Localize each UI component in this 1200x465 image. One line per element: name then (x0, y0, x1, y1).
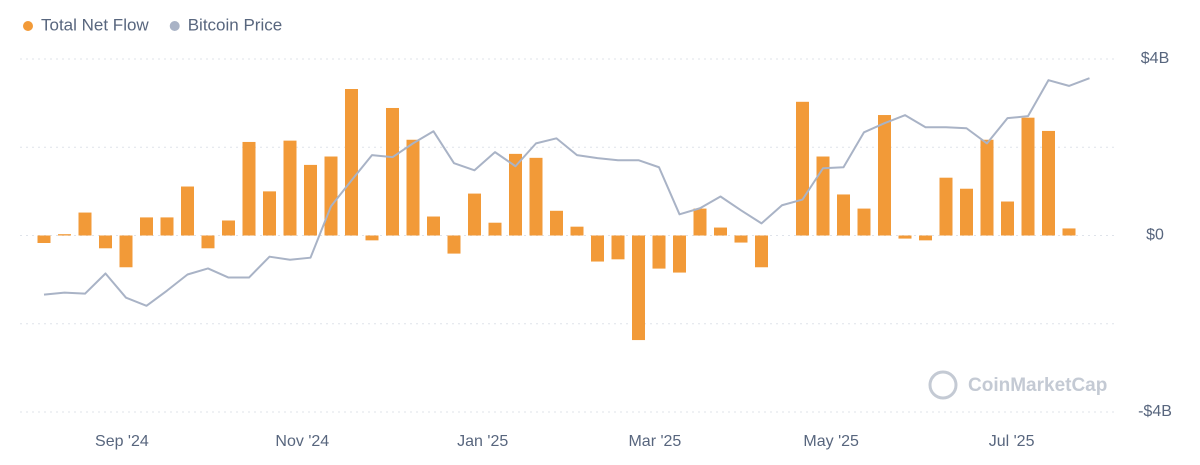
bar (693, 208, 707, 236)
legend-marker (23, 21, 33, 31)
bar (283, 140, 297, 236)
bar (140, 217, 153, 236)
bar (1062, 228, 1076, 236)
bar (714, 227, 727, 236)
bar (406, 139, 420, 236)
price-line (43, 77, 1090, 307)
bar (837, 194, 850, 236)
bar (160, 217, 174, 236)
bar (222, 220, 235, 236)
bar (960, 188, 973, 236)
x-tick-label: Nov '24 (275, 433, 329, 450)
bar (99, 235, 112, 249)
bar (181, 186, 194, 236)
bar (304, 164, 317, 236)
bar (796, 101, 809, 236)
bar (857, 208, 871, 236)
bar (980, 139, 994, 236)
legend-label: Bitcoin Price (188, 15, 282, 34)
bar (58, 234, 71, 236)
bar (550, 210, 563, 236)
watermark-text: CoinMarketCap (968, 375, 1107, 396)
bar (345, 89, 358, 236)
legend-label: Total Net Flow (41, 15, 149, 34)
legend-marker (169, 21, 180, 31)
bar (1001, 201, 1014, 236)
x-tick-label: Jan '25 (457, 433, 508, 450)
bar (878, 115, 891, 236)
bar (632, 235, 645, 341)
bar (509, 153, 522, 236)
bar (365, 235, 379, 241)
bar (1042, 130, 1055, 236)
bar (652, 235, 666, 269)
bar (939, 177, 953, 236)
bar (529, 157, 543, 236)
bar (673, 235, 686, 273)
bar (816, 156, 830, 236)
bar (119, 235, 133, 268)
bar (263, 191, 276, 236)
bar (919, 235, 932, 241)
bar (898, 235, 912, 239)
x-tick-label: Jul '25 (989, 433, 1035, 450)
bar (1021, 117, 1035, 236)
bar (570, 226, 584, 236)
bar (468, 193, 481, 236)
y-tick-label: $4B (1141, 50, 1169, 67)
bar (242, 141, 256, 236)
bar (427, 216, 440, 236)
bar (324, 156, 338, 236)
bar (386, 107, 399, 236)
bar (755, 235, 768, 268)
bar (78, 212, 92, 236)
bar (611, 235, 625, 260)
y-tick-label: $0 (1146, 227, 1164, 244)
bar (201, 235, 215, 249)
watermark: CoinMarketCap (928, 370, 1107, 400)
y-tick-label: -$4B (1138, 403, 1172, 420)
bar (488, 222, 502, 236)
x-tick-label: May '25 (803, 433, 859, 450)
bar (37, 235, 51, 244)
x-tick-label: Mar '25 (628, 433, 681, 450)
bar (447, 235, 461, 254)
bar (734, 235, 748, 243)
bar (591, 235, 604, 262)
x-tick-label: Sep '24 (95, 433, 149, 450)
